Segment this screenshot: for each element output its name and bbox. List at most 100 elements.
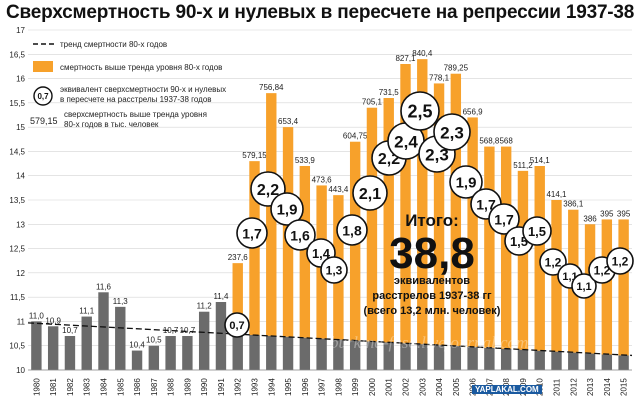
- gray-bar: [417, 344, 428, 370]
- x-tick-label: 1989: [183, 378, 192, 396]
- x-tick-label: 1992: [234, 378, 243, 396]
- x-tick-label: 1988: [167, 378, 176, 396]
- total-label: Итого:: [405, 211, 459, 230]
- excess-value-label: 778,1: [429, 73, 450, 82]
- gray-value-label: 11,6: [96, 282, 112, 291]
- equivalent-circle-label: 1,7: [476, 196, 496, 212]
- x-tick-label: 1983: [83, 378, 92, 396]
- excess-value-label: 756,84: [259, 83, 284, 92]
- equivalent-circle-label: 1,7: [494, 211, 514, 227]
- y-tick-label: 10: [16, 366, 25, 375]
- equivalent-circle: [400, 91, 440, 131]
- chart-title: Сверхсмертность 90-х и нулевых в пересче…: [6, 2, 640, 23]
- gray-value-label: 11,3: [113, 297, 129, 306]
- x-tick-label: 1994: [267, 378, 276, 396]
- gray-value-label: 10,7: [180, 326, 196, 335]
- gray-bar: [299, 337, 311, 370]
- gray-bar: [81, 316, 92, 370]
- x-tick-label: 2000: [368, 378, 377, 396]
- y-tick-label: 17: [16, 26, 25, 35]
- gray-bar: [198, 311, 210, 370]
- legend-circle-swatch: [33, 86, 53, 106]
- gray-bar: [215, 302, 227, 370]
- x-tick-label: 2003: [418, 378, 427, 396]
- gray-bar: [148, 345, 160, 370]
- equivalent-circle: [224, 312, 250, 338]
- excess-value-label: 533,9: [295, 156, 316, 165]
- equivalent-circle: [571, 273, 597, 299]
- gray-bar: [232, 334, 243, 370]
- equivalent-circle: [488, 203, 520, 235]
- equivalent-circle: [236, 217, 268, 249]
- equivalent-circle-label: 1,9: [277, 202, 298, 219]
- excess-value-label: 653,4: [278, 117, 299, 126]
- gray-bar: [484, 347, 495, 370]
- gray-bar: [517, 349, 529, 370]
- equivalent-circle: [539, 248, 567, 276]
- excess-value-label: 395: [600, 209, 614, 218]
- gray-bar: [98, 292, 109, 370]
- total-line-4: (всего 13,2 млн. человек): [364, 305, 501, 317]
- watermark: burkina-faso.livejournal.com: [330, 333, 528, 352]
- excess-value-label: 604,75: [343, 132, 368, 141]
- orange-bar: [299, 166, 311, 338]
- equivalent-circle-label: 1,6: [290, 227, 310, 243]
- legend-circle-text-2: в пересчете на расстрелы 1937-38 годов: [60, 95, 212, 104]
- gray-value-label: 11,2: [197, 302, 213, 311]
- equivalent-circle-label: 2,3: [440, 123, 464, 142]
- x-tick-label: 2011: [553, 378, 562, 396]
- total-line-3: расстрелов 1937-38 гг: [372, 290, 492, 302]
- orange-bar: [551, 200, 562, 352]
- gray-bar: [349, 340, 361, 370]
- y-tick-label: 14,5: [9, 147, 25, 156]
- y-tick-label: 13: [16, 220, 25, 229]
- equivalent-circle-label: 2,1: [359, 186, 381, 203]
- gray-bar: [182, 336, 193, 370]
- equivalent-circle: [320, 256, 348, 284]
- excess-value-label: 395: [617, 209, 631, 218]
- gray-bar: [282, 336, 294, 370]
- x-tick-label: 1985: [116, 378, 125, 396]
- gray-bar: [64, 336, 76, 370]
- orange-bar: [232, 263, 243, 335]
- total-line-2: эквивалентов: [394, 275, 470, 287]
- x-tick-label: 1998: [334, 378, 343, 396]
- gray-bar: [131, 350, 143, 370]
- excess-value-label: 568,8: [479, 137, 500, 146]
- gray-bar: [366, 341, 378, 370]
- orange-bar: [601, 219, 613, 355]
- equivalent-circle: [336, 214, 368, 246]
- y-tick-label: 13,5: [9, 196, 25, 205]
- x-tick-label: 2001: [385, 378, 394, 396]
- equivalent-circle-label: 2,3: [425, 145, 449, 164]
- gray-bar: [165, 336, 176, 370]
- y-tick-label: 11,5: [10, 293, 26, 302]
- x-tick-label: 2015: [620, 378, 629, 396]
- equivalent-circle-label: 2,4: [394, 132, 418, 151]
- gray-bar: [467, 347, 478, 370]
- equivalent-circle-label: 1,2: [545, 256, 562, 270]
- gray-value-label: 11,1: [79, 307, 95, 316]
- equivalent-circle-label: 1,4: [312, 246, 331, 261]
- y-tick-label: 14: [16, 172, 25, 181]
- gray-bar: [400, 343, 411, 370]
- excess-value-label: 656,9: [463, 107, 484, 116]
- orange-bar: [618, 219, 629, 356]
- equivalent-circle-label: 1,1: [576, 281, 591, 293]
- x-tick-label: 1993: [251, 378, 260, 396]
- x-tick-label: 1995: [284, 378, 293, 396]
- legend-number-text-1: сверхсмертность выше тренда уровня: [64, 110, 207, 119]
- y-tick-label: 15,5: [9, 99, 25, 108]
- legend-orange-label: смертность выше тренда уровня 80-х годов: [60, 63, 222, 72]
- gray-bar: [433, 345, 445, 370]
- y-tick-label: 11: [17, 317, 26, 326]
- legend-orange-swatch: [33, 61, 53, 72]
- equivalent-circle: [352, 175, 388, 211]
- x-tick-label: 2013: [586, 378, 595, 396]
- orange-bar: [366, 107, 378, 342]
- x-tick-label: 1996: [301, 378, 310, 396]
- equivalent-circle: [284, 219, 316, 251]
- x-tick-label: 2005: [452, 378, 461, 396]
- equivalent-circle-label: 1,5: [510, 234, 528, 249]
